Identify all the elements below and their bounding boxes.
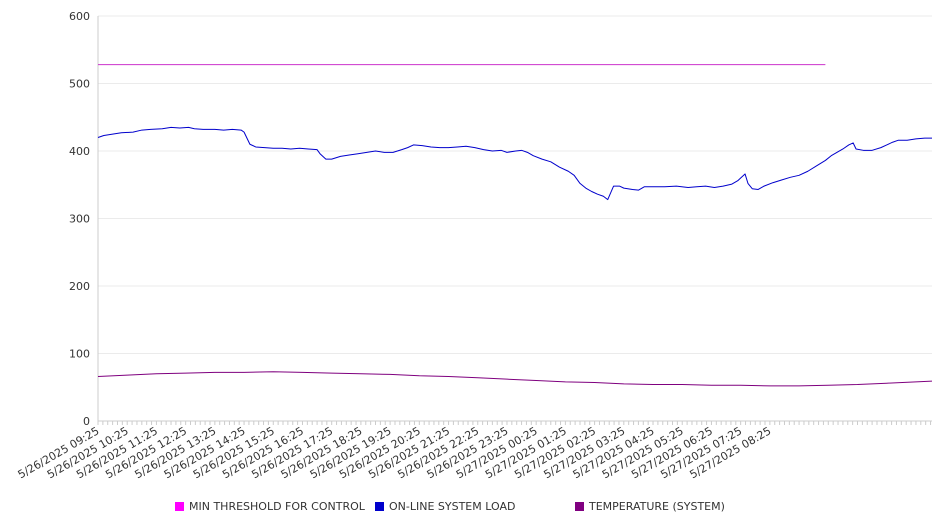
y-tick-label: 500 [69, 78, 90, 91]
axes [97, 16, 932, 425]
y-tick-labels: 0 100 200 300 400 500 600 [69, 10, 90, 428]
series-lines [97, 64, 933, 387]
y-tick-label: 300 [69, 213, 90, 226]
legend-swatch-system-load [375, 501, 384, 511]
legend-swatch-min-threshold [175, 501, 184, 511]
y-tick-label: 400 [69, 145, 90, 158]
y-tick-label: 100 [69, 348, 90, 361]
y-tick-label: 0 [83, 415, 90, 428]
y-tick-label: 600 [69, 10, 90, 23]
legend-label-min-threshold: MIN THRESHOLD FOR CONTROL [189, 499, 365, 513]
legend-item-min-threshold[interactable]: MIN THRESHOLD FOR CONTROL [175, 498, 365, 514]
legend-item-temperature[interactable]: TEMPERATURE (SYSTEM) [575, 498, 725, 514]
legend-label-system-load: ON-LINE SYSTEM LOAD [389, 499, 516, 513]
legend-item-system-load[interactable]: ON-LINE SYSTEM LOAD [375, 498, 515, 514]
x-tick-labels: 5/26/2025 09:255/26/2025 10:255/26/2025 … [16, 424, 774, 481]
series-line-system-load [97, 126, 932, 201]
series-line-temperature [97, 371, 933, 387]
grid-lines [98, 15, 932, 354]
legend-label-temperature: TEMPERATURE (SYSTEM) [589, 499, 725, 513]
y-tick-label: 200 [69, 280, 90, 293]
legend-swatch-temperature [575, 501, 584, 511]
legend: MIN THRESHOLD FOR CONTROL ON-LINE SYSTEM… [175, 498, 875, 514]
